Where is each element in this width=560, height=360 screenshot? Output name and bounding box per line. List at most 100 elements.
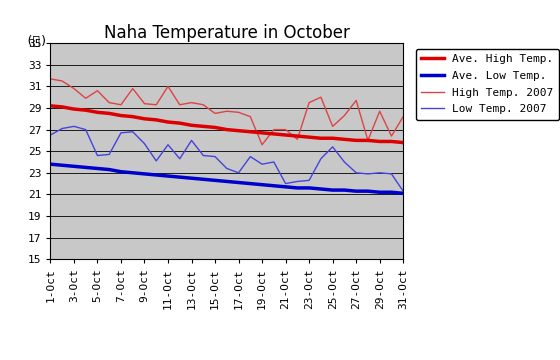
Ave. High Temp. bbox=[118, 113, 124, 118]
Low Temp. 2007 bbox=[176, 157, 183, 161]
High Temp. 2007 bbox=[153, 103, 160, 107]
Ave. Low Temp. bbox=[388, 190, 395, 194]
High Temp. 2007 bbox=[247, 114, 254, 119]
High Temp. 2007 bbox=[47, 77, 54, 81]
Ave. Low Temp. bbox=[282, 185, 289, 189]
Ave. High Temp. bbox=[341, 137, 348, 141]
Low Temp. 2007 bbox=[71, 124, 77, 129]
High Temp. 2007 bbox=[341, 113, 348, 118]
Low Temp. 2007 bbox=[329, 145, 336, 149]
Ave. Low Temp. bbox=[200, 177, 207, 181]
Ave. Low Temp. bbox=[165, 174, 171, 178]
High Temp. 2007 bbox=[365, 138, 371, 143]
High Temp. 2007 bbox=[118, 103, 124, 107]
High Temp. 2007 bbox=[71, 86, 77, 91]
Ave. High Temp. bbox=[129, 114, 136, 119]
Ave. Low Temp. bbox=[176, 175, 183, 179]
Low Temp. 2007 bbox=[153, 159, 160, 163]
Low Temp. 2007 bbox=[188, 138, 195, 143]
Ave. Low Temp. bbox=[153, 173, 160, 177]
Low Temp. 2007 bbox=[165, 143, 171, 147]
Ave. High Temp. bbox=[353, 138, 360, 143]
Ave. Low Temp. bbox=[71, 164, 77, 168]
Low Temp. 2007 bbox=[106, 152, 113, 157]
High Temp. 2007 bbox=[329, 124, 336, 129]
Ave. High Temp. bbox=[388, 139, 395, 144]
High Temp. 2007 bbox=[82, 96, 89, 100]
High Temp. 2007 bbox=[212, 111, 218, 116]
High Temp. 2007 bbox=[318, 95, 324, 99]
Ave. High Temp. bbox=[212, 125, 218, 130]
Ave. High Temp. bbox=[188, 123, 195, 127]
Low Temp. 2007 bbox=[353, 171, 360, 175]
Low Temp. 2007 bbox=[59, 126, 66, 131]
Ave. Low Temp. bbox=[329, 188, 336, 192]
High Temp. 2007 bbox=[270, 127, 277, 132]
Ave. High Temp. bbox=[247, 130, 254, 134]
Ave. High Temp. bbox=[47, 104, 54, 108]
Line: High Temp. 2007: High Temp. 2007 bbox=[50, 79, 403, 145]
High Temp. 2007 bbox=[294, 137, 301, 141]
Ave. Low Temp. bbox=[294, 186, 301, 190]
Ave. Low Temp. bbox=[270, 184, 277, 188]
High Temp. 2007 bbox=[282, 127, 289, 132]
Low Temp. 2007 bbox=[200, 153, 207, 158]
Ave. Low Temp. bbox=[59, 163, 66, 167]
Low Temp. 2007 bbox=[94, 153, 101, 158]
Ave. Low Temp. bbox=[82, 165, 89, 170]
Ave. High Temp. bbox=[200, 124, 207, 129]
Ave. High Temp. bbox=[82, 108, 89, 112]
Low Temp. 2007 bbox=[82, 127, 89, 132]
Ave. Low Temp. bbox=[247, 181, 254, 186]
Text: (℃): (℃) bbox=[26, 35, 48, 48]
Low Temp. 2007 bbox=[235, 171, 242, 175]
High Temp. 2007 bbox=[353, 98, 360, 103]
High Temp. 2007 bbox=[176, 103, 183, 107]
Ave. High Temp. bbox=[329, 136, 336, 140]
Ave. Low Temp. bbox=[94, 166, 101, 171]
Ave. High Temp. bbox=[365, 138, 371, 143]
Low Temp. 2007 bbox=[141, 141, 148, 146]
Ave. High Temp. bbox=[153, 118, 160, 122]
Ave. High Temp. bbox=[59, 105, 66, 109]
Ave. Low Temp. bbox=[141, 172, 148, 176]
High Temp. 2007 bbox=[306, 100, 312, 105]
Line: Ave. Low Temp.: Ave. Low Temp. bbox=[50, 164, 403, 193]
Ave. Low Temp. bbox=[365, 189, 371, 193]
Ave. Low Temp. bbox=[47, 162, 54, 166]
Line: Low Temp. 2007: Low Temp. 2007 bbox=[50, 126, 403, 191]
High Temp. 2007 bbox=[388, 134, 395, 138]
Low Temp. 2007 bbox=[223, 166, 230, 171]
Low Temp. 2007 bbox=[129, 130, 136, 134]
Ave. High Temp. bbox=[376, 139, 383, 144]
Ave. High Temp. bbox=[282, 133, 289, 137]
Low Temp. 2007 bbox=[247, 154, 254, 159]
Ave. Low Temp. bbox=[212, 178, 218, 183]
Low Temp. 2007 bbox=[376, 171, 383, 175]
Low Temp. 2007 bbox=[212, 154, 218, 159]
Low Temp. 2007 bbox=[294, 179, 301, 184]
High Temp. 2007 bbox=[400, 114, 407, 119]
Low Temp. 2007 bbox=[306, 178, 312, 183]
High Temp. 2007 bbox=[376, 109, 383, 113]
Ave. High Temp. bbox=[270, 132, 277, 136]
Low Temp. 2007 bbox=[400, 189, 407, 193]
High Temp. 2007 bbox=[188, 100, 195, 105]
Low Temp. 2007 bbox=[318, 157, 324, 161]
Ave. Low Temp. bbox=[235, 180, 242, 185]
Line: Ave. High Temp.: Ave. High Temp. bbox=[50, 106, 403, 143]
High Temp. 2007 bbox=[106, 100, 113, 105]
Low Temp. 2007 bbox=[270, 160, 277, 164]
Low Temp. 2007 bbox=[118, 131, 124, 135]
Ave. Low Temp. bbox=[376, 190, 383, 194]
Ave. High Temp. bbox=[165, 120, 171, 124]
Ave. High Temp. bbox=[259, 131, 265, 135]
Ave. Low Temp. bbox=[259, 183, 265, 187]
Ave. Low Temp. bbox=[400, 191, 407, 195]
High Temp. 2007 bbox=[259, 143, 265, 147]
Ave. Low Temp. bbox=[341, 188, 348, 192]
Ave. High Temp. bbox=[141, 117, 148, 121]
Legend: Ave. High Temp., Ave. Low Temp., High Temp. 2007, Low Temp. 2007: Ave. High Temp., Ave. Low Temp., High Te… bbox=[416, 49, 559, 120]
Low Temp. 2007 bbox=[282, 181, 289, 186]
Ave. Low Temp. bbox=[223, 179, 230, 184]
